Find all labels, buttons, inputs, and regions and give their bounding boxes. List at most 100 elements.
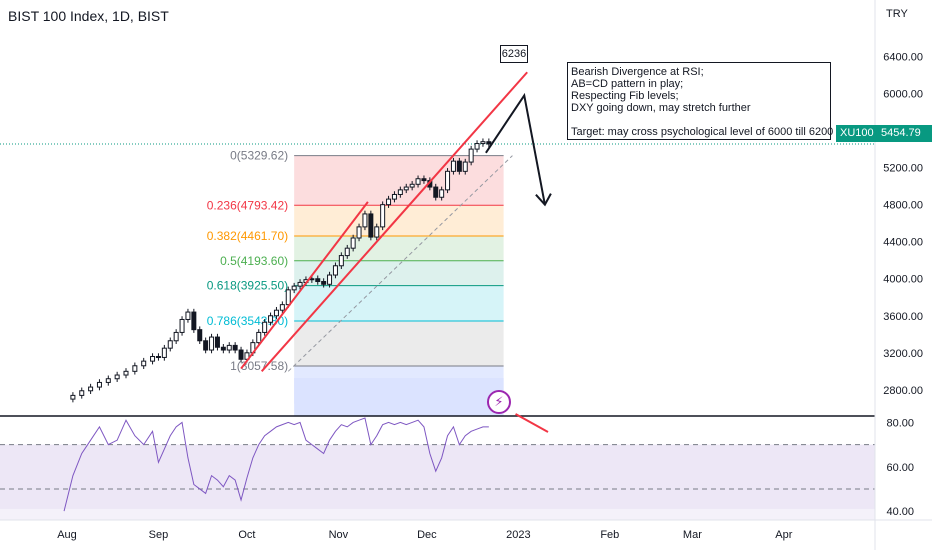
fib-label: 0.5(4193.60) [220, 254, 288, 268]
candle-body [155, 356, 161, 359]
time-tick-label: Mar [683, 529, 702, 541]
candle-body [79, 390, 85, 396]
trend-line-lower [240, 201, 369, 370]
candle-body [403, 186, 409, 191]
note-line: Bearish Divergence at RSI; [571, 66, 704, 78]
candle [209, 333, 215, 354]
candle [327, 271, 333, 288]
symbol-tag: XU100 [836, 125, 878, 142]
time-tick-label: Oct [238, 529, 255, 541]
candle-body [203, 340, 209, 351]
fib-zone [294, 320, 504, 366]
candle [161, 344, 167, 361]
candle [173, 329, 179, 345]
candle [409, 181, 415, 191]
trend-line-upper [260, 71, 528, 372]
analysis-note[interactable]: Bearish Divergence at RSI; AB=CD pattern… [567, 62, 834, 140]
note-line [571, 114, 830, 126]
candle-body [374, 226, 380, 238]
price-tick-label: 4000.00 [883, 274, 923, 286]
candle-body [391, 193, 397, 200]
candle-body [167, 340, 173, 349]
candle-body [350, 237, 356, 249]
chart-title: BIST 100 Index, 1D, BIST [8, 8, 169, 24]
note-line: Target: may cross psychological level of… [571, 126, 834, 138]
fib-label: 0.382(4461.70) [207, 229, 288, 243]
candle-body [368, 213, 374, 238]
candle [450, 157, 456, 175]
candle [191, 308, 197, 333]
candle [362, 210, 368, 231]
candle [356, 223, 362, 242]
price-tick-label: 6000.00 [883, 89, 923, 101]
candle-body [96, 381, 102, 388]
candle-body [150, 356, 156, 362]
candle [344, 244, 350, 259]
candle-body [291, 285, 297, 291]
candle-body [450, 160, 456, 172]
candle [79, 387, 85, 399]
price-tick-label: 4800.00 [883, 200, 923, 212]
projection-path [485, 92, 546, 205]
rsi-tick-label: 40.00 [886, 506, 914, 518]
rsi-band-lower [0, 488, 875, 520]
candle-body [332, 265, 338, 276]
candle-body [226, 344, 232, 351]
candle-body [273, 309, 279, 317]
candle-body [362, 213, 368, 228]
time-tick-label: Dec [417, 529, 437, 541]
fib-zone [294, 285, 504, 321]
rsi-divergence-line [515, 413, 549, 433]
candle [368, 210, 374, 241]
candle [226, 342, 232, 354]
candle-body [386, 198, 392, 206]
candle-body [70, 394, 76, 400]
candle [468, 145, 474, 166]
candle-body [480, 141, 486, 145]
candle [291, 282, 297, 294]
candle-body [214, 336, 220, 348]
fib-zone-base [294, 377, 504, 416]
target-bubble[interactable]: 6236 [500, 45, 528, 63]
candle-body [474, 143, 480, 150]
time-tick-label: Feb [600, 529, 619, 541]
candle-body [433, 186, 439, 198]
candle-body [321, 281, 327, 285]
fib-label: 0.618(3925.50) [207, 279, 288, 293]
price-tick-label: 5200.00 [883, 163, 923, 175]
candle-body [179, 318, 185, 333]
rsi-tick-label: 60.00 [886, 462, 914, 474]
projection-arrow [535, 193, 552, 207]
fib-zone [294, 235, 504, 261]
flash-icon[interactable]: ⚡ [487, 390, 511, 414]
last-price-tag: 5454.79 [877, 125, 932, 142]
candle [279, 301, 285, 314]
candle [214, 333, 220, 351]
candle [285, 286, 291, 308]
candle [220, 344, 226, 354]
candle-body [415, 178, 421, 185]
note-line: Respecting Fib levels; [571, 90, 679, 102]
candle [132, 362, 138, 375]
candle-body [421, 178, 427, 182]
time-tick-label: 2023 [506, 529, 530, 541]
candle [380, 201, 386, 231]
candle-body [268, 315, 274, 323]
note-line: AB=CD pattern in play; [571, 78, 684, 90]
candle-body [141, 360, 147, 367]
candle-body [315, 278, 321, 283]
candle [338, 252, 344, 270]
candle [96, 379, 102, 391]
fib-label: 1(3057.58) [230, 359, 288, 373]
candle-body [132, 365, 138, 372]
candle [185, 308, 191, 323]
candle-body [462, 161, 468, 172]
candle [474, 140, 480, 153]
candle-body [238, 349, 244, 360]
fib-zone [294, 155, 504, 206]
candle-body [285, 289, 291, 306]
candle [321, 278, 327, 288]
candle-body [297, 281, 303, 287]
